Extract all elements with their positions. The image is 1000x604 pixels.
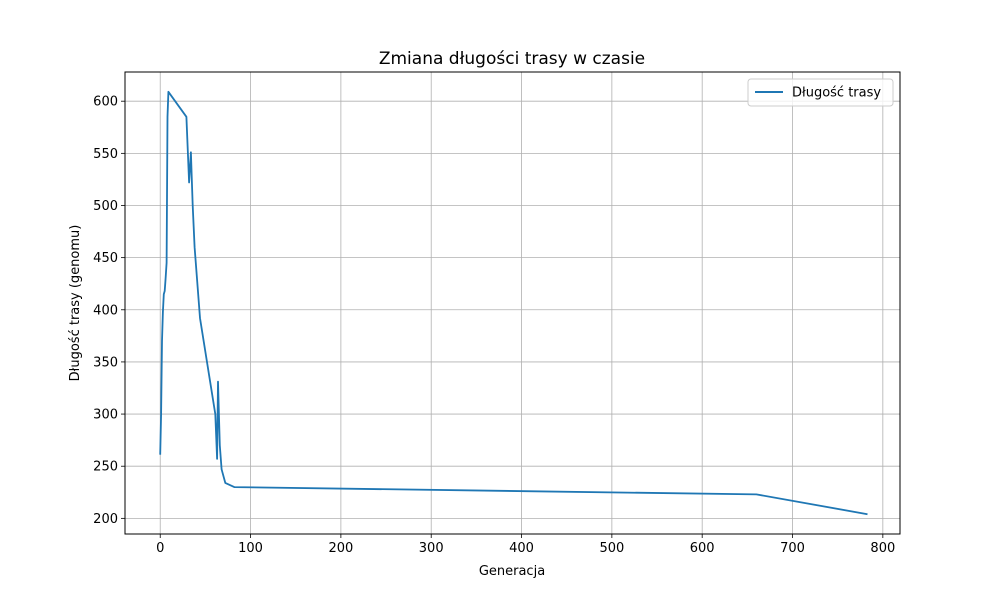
legend-box [747, 78, 894, 107]
series-line [159, 90, 868, 516]
y-tick-label: 350 [93, 355, 118, 370]
x-tick-label: 100 [238, 541, 263, 556]
x-tick-label: 300 [419, 541, 444, 556]
y-tick-label: 300 [93, 408, 118, 423]
x-tick-label: 600 [690, 541, 715, 556]
x-axis-ticks: 0 100 200 300 400 500 600 700 800 [156, 534, 895, 556]
y-tick-label: 450 [93, 251, 118, 266]
x-axis-label: Generacja [479, 564, 545, 579]
x-tick-label: 700 [780, 541, 805, 556]
x-tick-label: 500 [599, 541, 624, 556]
y-tick-label: 250 [93, 460, 118, 475]
series-layer [159, 90, 868, 516]
y-tick-label: 600 [93, 95, 118, 110]
y-tick-label: 550 [93, 147, 118, 162]
plot-frame [124, 71, 901, 535]
y-tick-label: 400 [93, 303, 118, 318]
x-tick-label: 0 [156, 541, 164, 556]
y-tick-label: 500 [93, 199, 118, 214]
y-axis-ticks: 200 250 300 350 400 450 500 550 600 [93, 95, 125, 527]
y-tick-label: 200 [93, 512, 118, 527]
y-axis-label: Długość trasy (genomu) [68, 225, 83, 382]
legend-label: Długość trasy [792, 86, 881, 101]
x-tick-label: 800 [870, 541, 895, 556]
legend: Długość trasy [747, 78, 894, 107]
x-tick-label: 400 [509, 541, 534, 556]
x-tick-label: 200 [328, 541, 353, 556]
grid-lines [125, 72, 900, 534]
chart-title: Zmiana długości trasy w czasie [379, 49, 645, 69]
